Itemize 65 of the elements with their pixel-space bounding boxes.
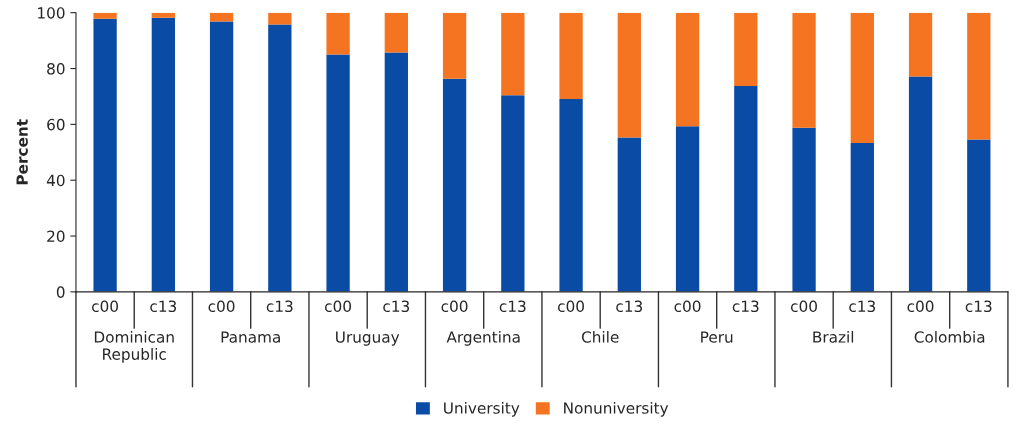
legend-label: University xyxy=(444,401,520,417)
y-tick-label: 100 xyxy=(38,7,65,19)
bar xyxy=(442,78,467,292)
bar xyxy=(675,126,700,292)
x-tick-label: c00 xyxy=(674,300,701,313)
x-tick-label: c13 xyxy=(965,300,992,313)
bar xyxy=(792,127,816,292)
bar xyxy=(151,12,175,18)
bar xyxy=(675,12,700,127)
legend-label: Nonuniversity xyxy=(564,401,669,417)
text: Brazil xyxy=(813,330,854,343)
x-tick-label: c13 xyxy=(150,300,177,313)
x-tick-label: c13 xyxy=(499,300,526,313)
bar xyxy=(734,86,758,292)
x-tick-label: c00 xyxy=(441,300,468,313)
bar xyxy=(734,12,758,87)
bar xyxy=(442,12,467,79)
x-tick-label: c13 xyxy=(616,300,643,313)
bar xyxy=(326,54,350,292)
bar xyxy=(268,24,292,292)
bar xyxy=(501,95,525,292)
bar xyxy=(617,12,641,138)
y-tick-label: 20 xyxy=(47,230,65,243)
bar xyxy=(792,12,816,128)
text: Peru xyxy=(701,331,733,343)
y-tick-label: 40 xyxy=(46,174,65,187)
bar xyxy=(209,21,234,292)
y-axis-title: Percent xyxy=(16,119,28,185)
bar xyxy=(209,12,234,22)
text: Chile xyxy=(581,330,619,343)
bar xyxy=(850,12,874,144)
bar xyxy=(501,12,525,96)
bar xyxy=(967,12,991,140)
bar xyxy=(384,12,408,53)
bar xyxy=(559,12,583,99)
bar xyxy=(967,139,991,292)
x-tick-label: c00 xyxy=(907,300,934,313)
bar xyxy=(326,12,350,55)
y-tick-label: 60 xyxy=(47,118,65,131)
y-tick-label: 0 xyxy=(56,286,65,298)
text: Uruguay xyxy=(336,331,400,346)
bar xyxy=(908,76,933,292)
bar xyxy=(617,137,641,292)
x-tick-label: c13 xyxy=(383,300,410,313)
x-tick-label: c00 xyxy=(92,300,118,313)
x-tick-label: c00 xyxy=(558,300,584,313)
x-tick-label: c00 xyxy=(208,300,235,313)
bar xyxy=(151,17,175,292)
x-tick-label: c13 xyxy=(732,300,759,313)
bar xyxy=(93,18,117,292)
bar xyxy=(850,143,874,292)
bar xyxy=(559,98,583,292)
text: Dominican Republic xyxy=(94,330,174,363)
x-tick-label: c13 xyxy=(849,300,876,313)
bar xyxy=(268,12,292,25)
bar xyxy=(908,12,933,77)
text: Argentina xyxy=(446,330,520,346)
text: Panama xyxy=(221,331,280,343)
x-tick-label: c00 xyxy=(790,300,817,313)
x-tick-label: c00 xyxy=(325,300,351,313)
x-tick-label: c13 xyxy=(266,300,293,313)
text: Colombia xyxy=(914,330,985,343)
bar xyxy=(384,52,408,292)
y-tick-label: 80 xyxy=(47,62,65,75)
bar xyxy=(93,12,117,19)
